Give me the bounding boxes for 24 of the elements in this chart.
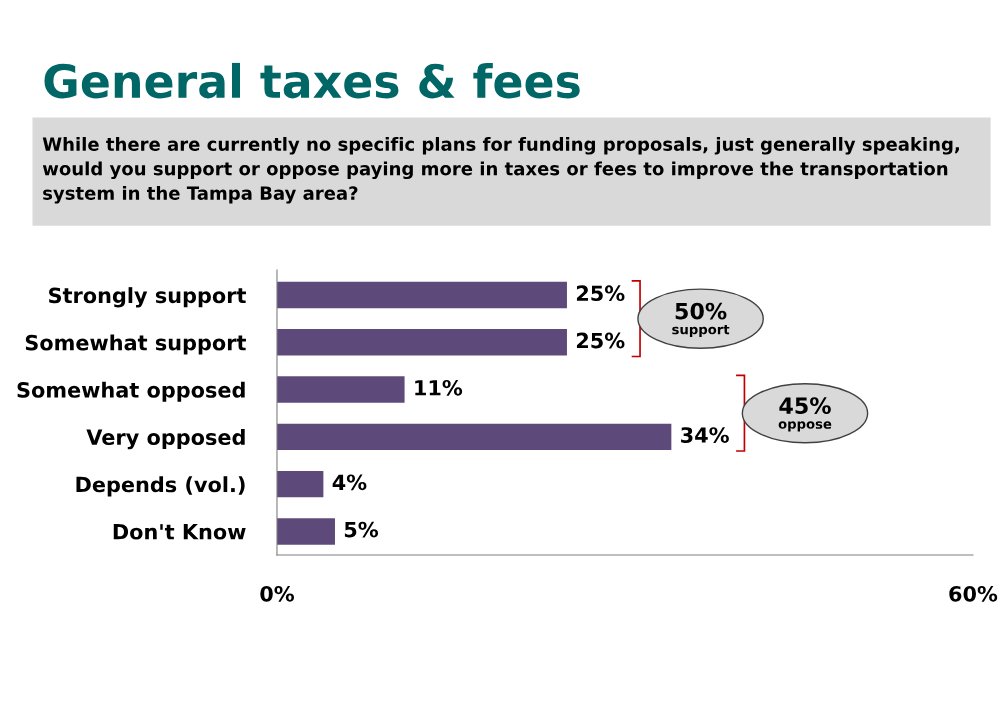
data-label: 4% <box>332 474 367 491</box>
chart-title: General taxes & fees <box>44 62 580 99</box>
x-tick-label: 0% <box>260 585 294 602</box>
annotation: 50% support <box>672 302 730 337</box>
data-label: 5% <box>344 521 379 538</box>
bar <box>276 518 335 545</box>
y-tick-label: Somewhat support <box>25 334 246 355</box>
annotation: 45% oppose <box>778 397 832 432</box>
data-label: 25% <box>576 285 625 302</box>
data-label: 25% <box>576 332 625 349</box>
y-tick-label: Don't Know <box>113 524 246 540</box>
y-tick-label: Strongly support <box>49 287 246 308</box>
bar <box>276 376 405 403</box>
x-tick-label: 60% <box>949 585 998 602</box>
data-label: 11% <box>415 379 463 396</box>
bar <box>276 423 672 451</box>
y-tick-label: Depends (vol.) <box>76 476 245 497</box>
chart-subtitle: While there are currently no specific plans for funding proposals, just generally speaking, would you support or oppose paying more in taxes or fees to improve the transportation system in the Tampa Bay area? <box>42 136 959 204</box>
bar <box>276 281 567 309</box>
bar <box>276 470 324 498</box>
y-tick-label: Somewhat opposed <box>17 381 245 402</box>
bar <box>276 329 567 356</box>
data-label: 34% <box>681 427 729 443</box>
y-tick-label: Very opposed <box>86 428 245 450</box>
